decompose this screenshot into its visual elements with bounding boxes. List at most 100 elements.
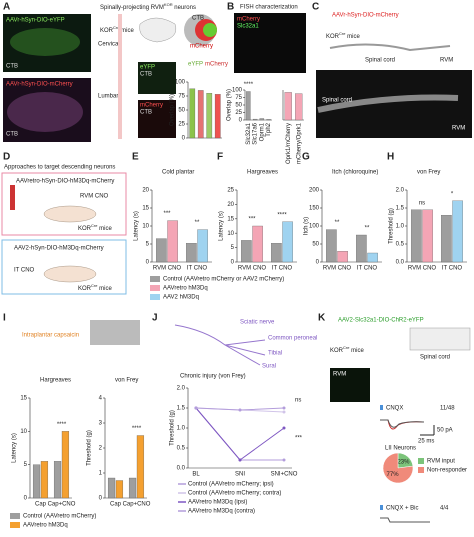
t: Cre (113, 25, 120, 30)
x-tick-label: Slc17a6 (253, 122, 259, 144)
y-tick-label: 10 (20, 429, 27, 435)
y-tick-label: 100 (175, 80, 186, 86)
x-tick-label: SNI (235, 472, 245, 478)
label: CTB (6, 132, 18, 138)
label: eYFP (188, 62, 203, 68)
y-tick-label: 2.0 (177, 386, 186, 392)
x-tick-label: IT CNO (187, 266, 208, 272)
x-tick-label: RVM CNO (238, 266, 267, 272)
y-axis-label: Overlap (%) (227, 89, 233, 121)
y-tick-label: 0.0 (396, 260, 405, 266)
x-tick-label: Cap+CNO (48, 502, 76, 508)
bar (252, 118, 258, 121)
label: RVM (452, 126, 465, 132)
panel-title: Spinally-projecting RVMKOR neurons (100, 2, 196, 11)
bar (128, 477, 137, 499)
bar (367, 252, 378, 263)
bar (422, 209, 433, 263)
panel-letter: D (3, 152, 10, 163)
bar (241, 240, 252, 263)
label: Cervical (98, 42, 120, 48)
y-tick-label: 0 (239, 118, 243, 124)
y-axis-label: Threshold (g) (389, 208, 395, 244)
legend-label: AAVretro hM3Dq (contra) (188, 509, 255, 515)
legend-swatch (10, 513, 20, 519)
x-tick-label: IT CNO (442, 266, 463, 272)
y-tick-label: 10 (227, 231, 234, 237)
y-tick-label: 10 (142, 224, 149, 230)
y-tick-label: 0 (316, 260, 320, 266)
signal (7, 92, 83, 132)
bar (337, 251, 348, 263)
label: AAVr-hSyn-DIO-eYFP (6, 18, 65, 24)
bar (266, 119, 271, 121)
bar (259, 118, 265, 121)
bar (32, 464, 41, 499)
label: CNQX (386, 406, 403, 412)
bar (214, 94, 221, 139)
panel-letter: I (3, 313, 6, 324)
t: mice (345, 34, 360, 40)
y-tick-label: 100 (232, 88, 243, 94)
x-tick-label: IT CNO (357, 266, 378, 272)
bar (284, 92, 292, 121)
label: Sural (262, 364, 276, 370)
legend-swatch (150, 294, 160, 300)
point (238, 408, 242, 412)
t: KOR (78, 286, 92, 292)
line (195, 407, 285, 461)
point (282, 410, 286, 414)
y-axis-label: Itch (s) (304, 217, 310, 235)
y-tick-label: 100 (309, 224, 320, 230)
legend-label: Control (AAVretro mCherry; ipsi) (188, 482, 274, 488)
y-tick-label: 5 (146, 242, 150, 248)
panel-letter: E (132, 152, 139, 163)
bar (246, 91, 251, 121)
label: CTB (192, 16, 204, 22)
mouse (43, 265, 97, 283)
box (1, 239, 127, 295)
label: 50 pA (437, 428, 453, 434)
bar (61, 431, 70, 499)
micrograph (138, 100, 176, 138)
y-tick-label: 50 (235, 103, 242, 109)
t: neurons (173, 5, 196, 11)
t: Cre (343, 345, 350, 350)
y-tick-label: 25 (227, 188, 234, 194)
y-tick-label: 150 (309, 206, 320, 212)
bar (197, 229, 208, 263)
label: Slc32a1 (237, 24, 259, 30)
y-tick-label: 15 (20, 396, 27, 402)
label: Tibial (268, 351, 282, 357)
point (238, 458, 242, 462)
t: KOR (100, 28, 114, 34)
chart-title: Itch (chloroquine) (332, 170, 378, 176)
x-tick-label: BL (192, 472, 200, 478)
panel-letter: C (312, 2, 319, 13)
y-tick-label: 2.0 (396, 188, 405, 194)
significance: ns (419, 200, 425, 206)
y-tick-label: 15 (227, 216, 234, 222)
legend-label: AAVretro hM3Dq (ipsi) (188, 500, 247, 506)
label: eYFP (140, 65, 155, 71)
label: KORCre mice (78, 283, 112, 292)
x-tick-label: mCherry/Oprk1 (296, 122, 302, 164)
label: RVM CNO (80, 194, 109, 200)
label: AAVretro-hSyn-DIO-hM3Dq-mCherry (16, 179, 114, 185)
y-tick-label: 1.5 (396, 206, 405, 212)
t: mice (97, 226, 112, 232)
label: Chronic injury (von Frey) (180, 374, 246, 380)
venn (203, 23, 217, 37)
label: RVM (440, 58, 453, 64)
x-tick-label: IT CNO (272, 266, 293, 272)
y-tick-label: 1.0 (396, 224, 405, 230)
t: KOR (164, 2, 173, 7)
y-tick-label: 4 (99, 396, 103, 402)
pie-slice (382, 452, 414, 484)
label: 25 ms (418, 439, 434, 445)
t: mice (119, 28, 134, 34)
significance: ** (335, 220, 340, 226)
legend-swatch (150, 285, 160, 291)
spinal-cord (118, 14, 122, 139)
t: KOR (326, 34, 340, 40)
